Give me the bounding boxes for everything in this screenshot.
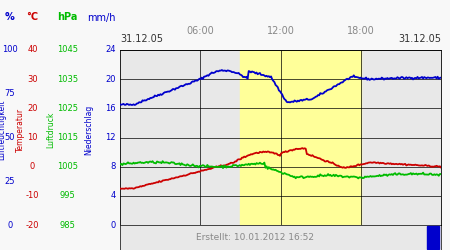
Text: 24: 24 bbox=[105, 46, 116, 54]
Text: 12: 12 bbox=[105, 133, 116, 142]
Text: 25: 25 bbox=[4, 177, 15, 186]
Text: 16: 16 bbox=[105, 104, 116, 113]
Text: 18:00: 18:00 bbox=[347, 26, 375, 36]
Text: 100: 100 bbox=[2, 46, 18, 54]
Text: 31.12.05: 31.12.05 bbox=[398, 34, 441, 44]
Text: 40: 40 bbox=[27, 46, 38, 54]
Text: 12:00: 12:00 bbox=[267, 26, 294, 36]
Text: 06:00: 06:00 bbox=[186, 26, 214, 36]
Text: 985: 985 bbox=[59, 220, 76, 230]
Bar bbox=[427, 226, 439, 249]
Text: 8: 8 bbox=[110, 162, 116, 171]
Text: Erstellt: 10.01.2012 16:52: Erstellt: 10.01.2012 16:52 bbox=[196, 233, 314, 242]
Text: 1005: 1005 bbox=[57, 162, 78, 171]
Text: 10: 10 bbox=[27, 133, 38, 142]
Text: 20: 20 bbox=[27, 104, 38, 113]
Bar bbox=[240, 50, 361, 225]
Text: 4: 4 bbox=[110, 191, 116, 200]
Text: 31.12.05: 31.12.05 bbox=[120, 34, 163, 44]
Text: 1045: 1045 bbox=[57, 46, 78, 54]
Text: 30: 30 bbox=[27, 75, 38, 84]
Text: 50: 50 bbox=[4, 133, 15, 142]
Text: 1035: 1035 bbox=[57, 75, 78, 84]
Text: 0: 0 bbox=[30, 162, 35, 171]
Text: -20: -20 bbox=[26, 220, 39, 230]
Text: 995: 995 bbox=[59, 191, 76, 200]
Text: Temperatur: Temperatur bbox=[16, 108, 25, 152]
Text: 0: 0 bbox=[110, 220, 116, 230]
Text: 0: 0 bbox=[7, 220, 13, 230]
Text: Luftdruck: Luftdruck bbox=[46, 112, 55, 148]
Text: 75: 75 bbox=[4, 89, 15, 98]
Text: °C: °C bbox=[27, 12, 38, 22]
Text: hPa: hPa bbox=[57, 12, 78, 22]
Text: 1025: 1025 bbox=[57, 104, 78, 113]
Text: mm/h: mm/h bbox=[87, 12, 116, 22]
Text: 1015: 1015 bbox=[57, 133, 78, 142]
Text: Luftfeuchtigkeit: Luftfeuchtigkeit bbox=[0, 100, 7, 160]
Text: %: % bbox=[5, 12, 15, 22]
Text: Niederschlag: Niederschlag bbox=[85, 105, 94, 155]
Text: -10: -10 bbox=[26, 191, 39, 200]
Text: 20: 20 bbox=[105, 75, 116, 84]
